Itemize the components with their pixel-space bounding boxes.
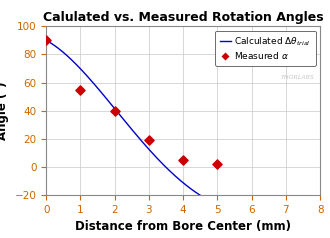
Point — [215, 162, 220, 166]
Point — [146, 138, 151, 142]
Legend: Calculated $\Delta\theta_{trial}$, Measured $\alpha$: Calculated $\Delta\theta_{trial}$, Measu… — [215, 31, 315, 66]
Point — [112, 109, 117, 113]
Title: Calulated vs. Measured Rotation Angles: Calulated vs. Measured Rotation Angles — [43, 11, 323, 24]
X-axis label: Distance from Bore Center (mm): Distance from Bore Center (mm) — [75, 220, 291, 233]
Text: THORLABS: THORLABS — [281, 75, 314, 80]
Point — [181, 158, 186, 162]
Y-axis label: Angle (°): Angle (°) — [0, 81, 9, 140]
Point — [78, 88, 83, 91]
Point — [44, 38, 49, 42]
